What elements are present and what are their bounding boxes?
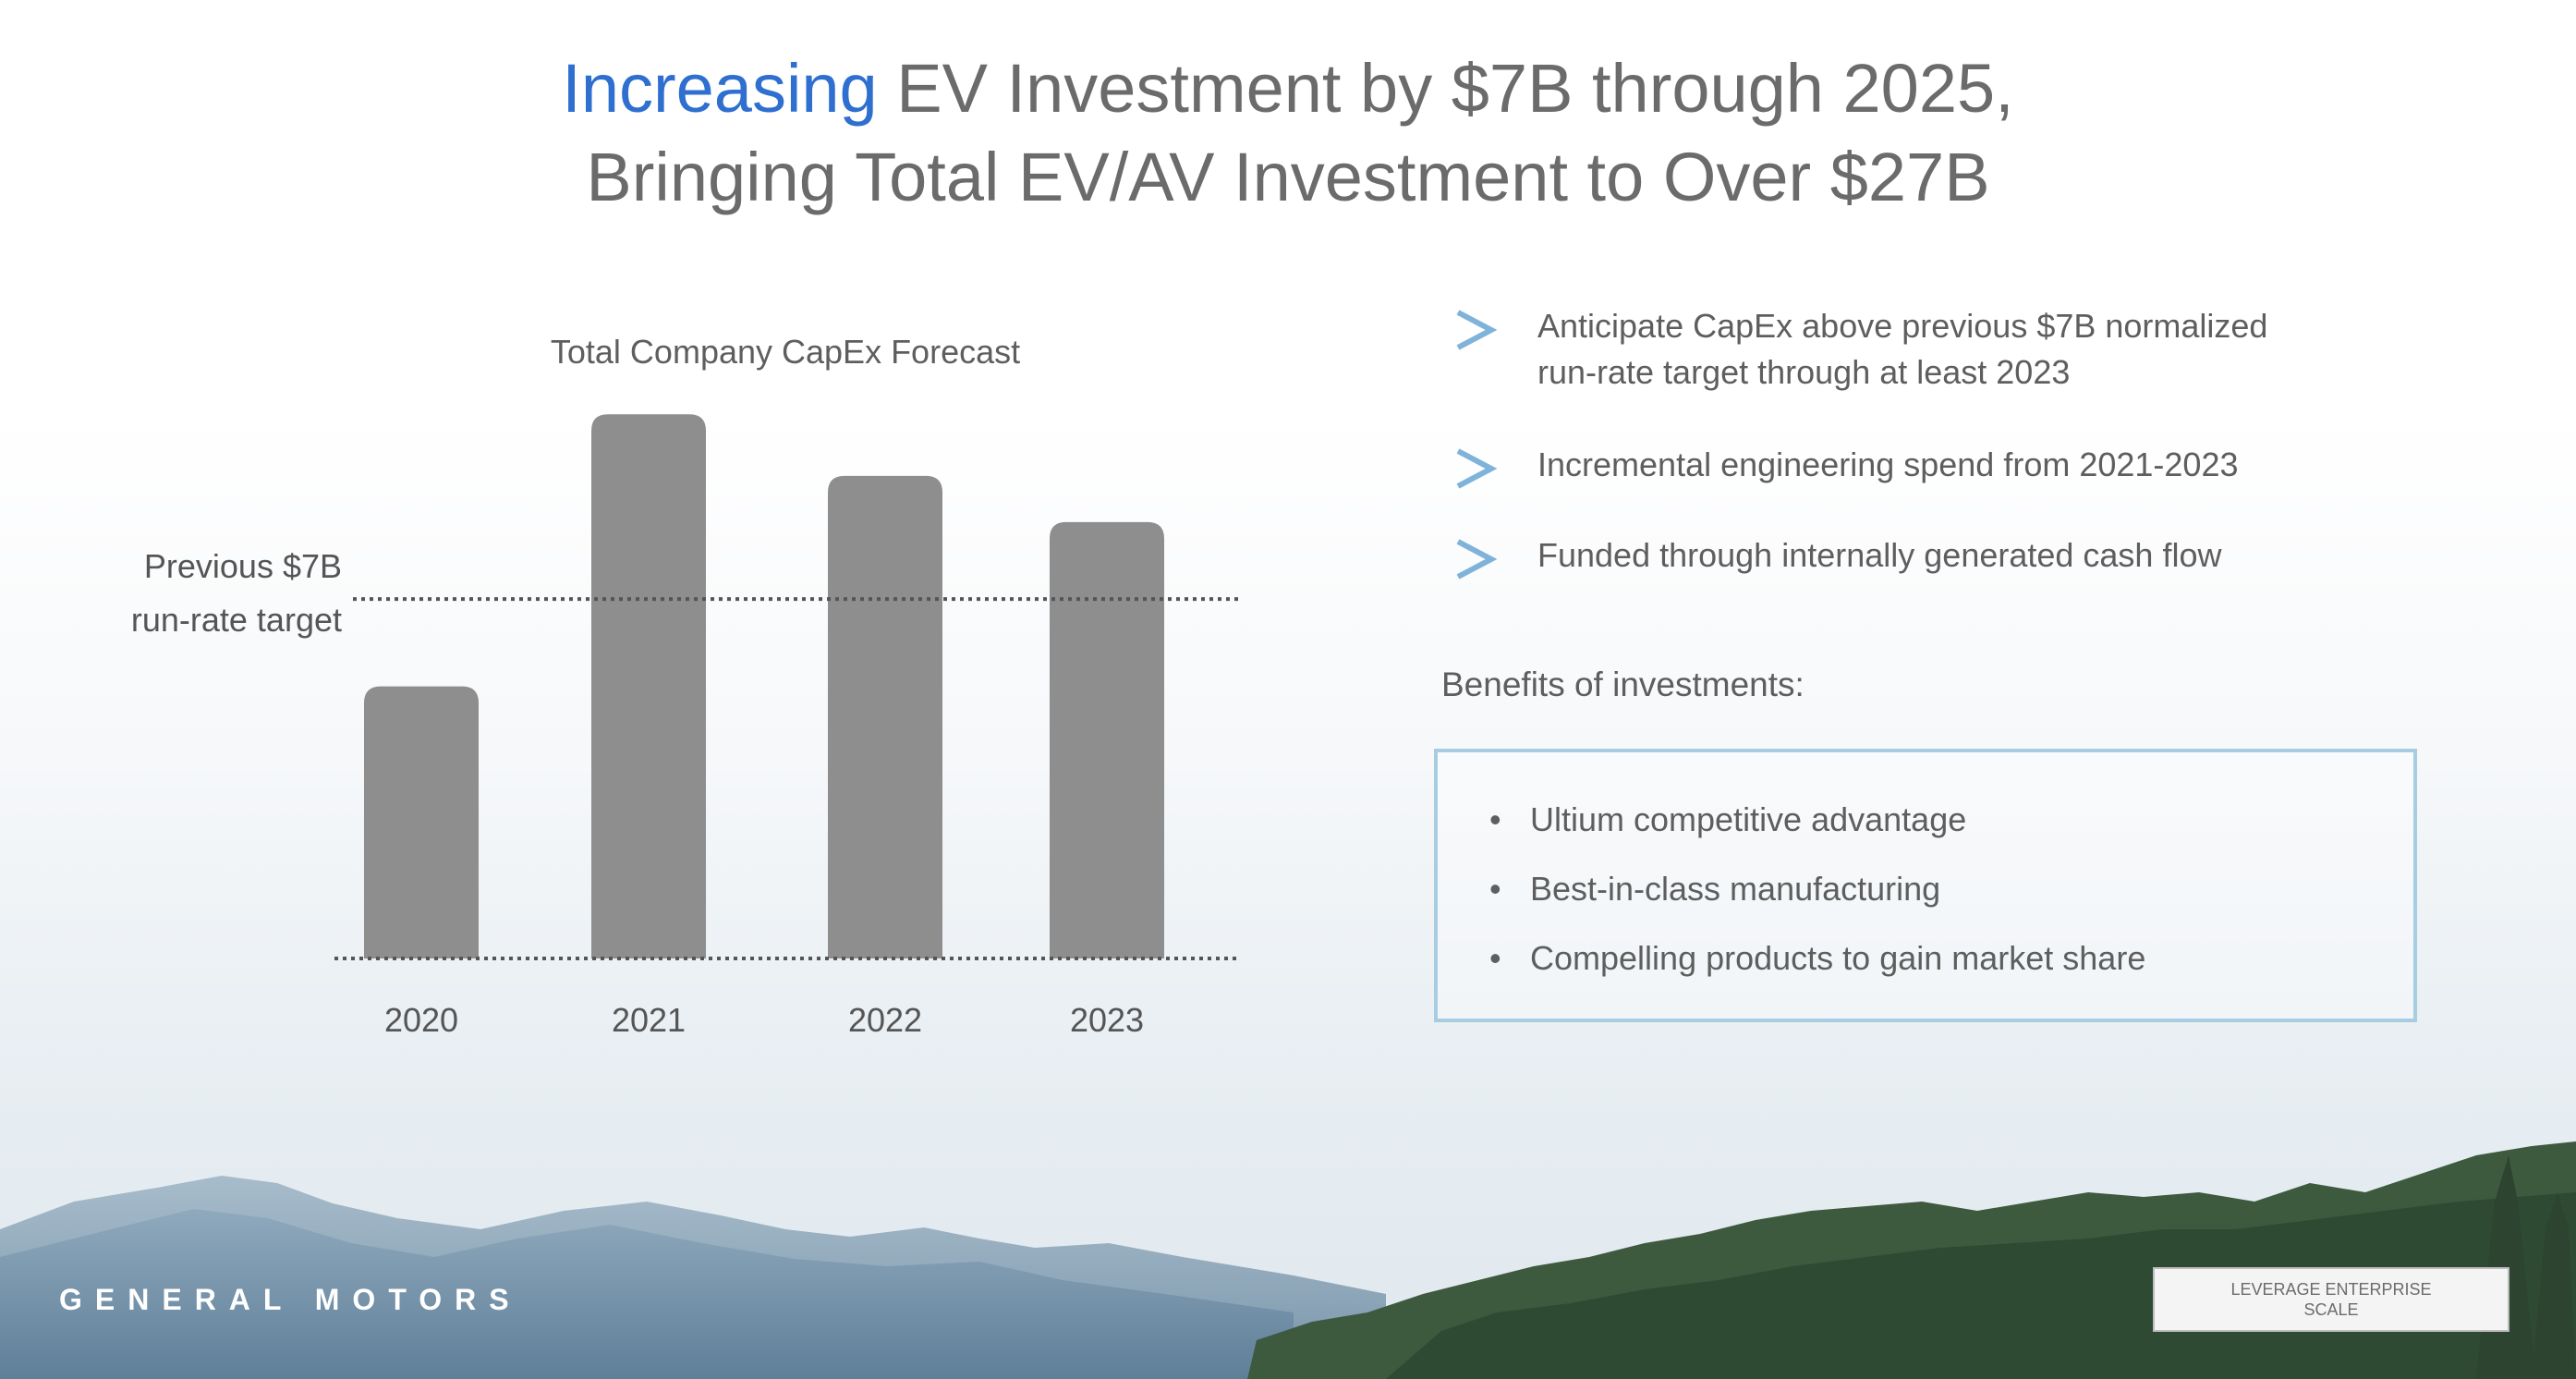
- bullet-text: Funded through internally generated cash…: [1537, 536, 2222, 574]
- brand-logo-text: GENERAL MOTORS: [59, 1283, 522, 1316]
- slide-title: Increasing EV Investment by $7B through …: [0, 44, 2576, 222]
- bullet-dot-icon: •: [1489, 870, 1501, 908]
- bar-2020: [364, 686, 479, 958]
- bullet-item: Funded through internally generated cash…: [1452, 532, 2369, 582]
- bullet-text-line-2: run-rate target through at least 2023: [1537, 353, 2071, 391]
- chevron-right-icon: [1456, 539, 1498, 580]
- reference-label-line-2: run-rate target: [130, 601, 342, 639]
- bullet-text-line-1: Anticipate CapEx above previous $7B norm…: [1537, 307, 2268, 345]
- benefit-item: • Ultium competitive advantage: [1489, 797, 1966, 843]
- x-tick-label: 2020: [384, 1001, 458, 1039]
- bullet-item: Incremental engineering spend from 2021-…: [1452, 442, 2369, 492]
- benefits-heading: Benefits of investments:: [1441, 665, 1804, 703]
- bullet-item: Anticipate CapEx above previous $7B norm…: [1452, 303, 2369, 396]
- section-badge-text: LEVERAGE ENTERPRISE SCALE: [2230, 1280, 2432, 1319]
- title-line-1: Increasing EV Investment by $7B through …: [0, 44, 2576, 133]
- title-accent-word: Increasing: [562, 50, 878, 127]
- bar-2022: [828, 475, 942, 958]
- bullet-dot-icon: •: [1489, 800, 1501, 838]
- x-tick-label: 2022: [848, 1001, 922, 1039]
- title-line-2: Bringing Total EV/AV Investment to Over …: [586, 139, 1990, 215]
- title-line-1-rest: EV Investment by $7B through 2025,: [877, 50, 2014, 127]
- benefit-item: • Best-in-class manufacturing: [1489, 866, 1940, 912]
- bullet-dot-icon: •: [1489, 939, 1501, 977]
- benefit-text: Best-in-class manufacturing: [1530, 870, 1941, 908]
- bullet-text: Anticipate CapEx above previous $7B norm…: [1537, 303, 2369, 396]
- benefit-item: • Compelling products to gain market shar…: [1489, 935, 2145, 982]
- reference-line-label: Previous $7B run-rate target: [65, 540, 342, 647]
- chart-title: Total Company CapEx Forecast: [550, 333, 1021, 371]
- section-badge: LEVERAGE ENTERPRISE SCALE: [2153, 1267, 2509, 1332]
- chevron-right-icon: [1456, 448, 1498, 489]
- benefits-box: • Ultium competitive advantage • Best-in-c…: [1434, 749, 2417, 1022]
- bar-2023: [1050, 521, 1164, 958]
- benefit-text: Ultium competitive advantage: [1530, 800, 1967, 838]
- benefit-text: Compelling products to gain market share: [1530, 939, 2146, 977]
- bar-2021: [591, 414, 706, 959]
- reference-label-line-1: Previous $7B: [143, 547, 342, 585]
- x-tick-label: 2021: [612, 1001, 686, 1039]
- bullet-text: Incremental engineering spend from 2021-…: [1537, 445, 2239, 483]
- chevron-right-icon: [1456, 310, 1498, 350]
- x-tick-label: 2023: [1070, 1001, 1144, 1039]
